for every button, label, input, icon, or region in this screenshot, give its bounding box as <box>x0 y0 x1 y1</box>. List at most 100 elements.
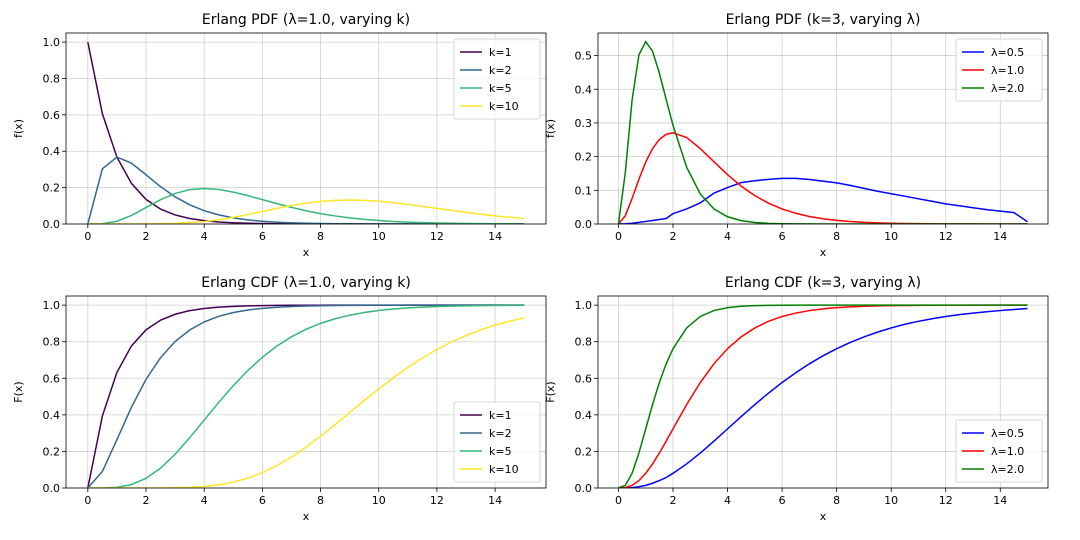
x-tick-label: 12 <box>939 230 953 243</box>
y-axis-label: f(x) <box>12 119 25 138</box>
y-tick-label: 0.8 <box>43 336 61 349</box>
panel-erlang-pdf-varying-lambda: 0 2 4 6 8 10 12 14 0.0 0.1 0.2 0.3 0.4 0.5 Erlang PDF … <box>544 12 1049 259</box>
legend-label: k=2 <box>489 64 512 77</box>
x-tick-label: 14 <box>488 494 502 507</box>
legend-box <box>955 38 1043 102</box>
series-line-0 <box>618 307 1028 488</box>
legend-label: k=5 <box>489 82 512 95</box>
legend-label: λ=0.5 <box>991 427 1024 440</box>
y-tick-label: 0.2 <box>575 445 593 458</box>
legend: λ=0.5 λ=1.0 λ=2.0 <box>955 38 1043 102</box>
x-tick-label: 0 <box>84 494 91 507</box>
y-tick-label: 0.4 <box>43 145 61 158</box>
x-tick-label: 10 <box>884 494 898 507</box>
x-tick-label: 4 <box>724 494 731 507</box>
legend: λ=0.5 λ=1.0 λ=2.0 <box>955 419 1043 483</box>
panel-erlang-cdf-varying-k: 0 2 4 6 8 10 12 14 0.0 0.2 0.4 0.6 0.8 1.0 Erlang CDF … <box>12 275 547 523</box>
legend-label: λ=0.5 <box>991 46 1024 59</box>
x-tick-label: 2 <box>143 230 150 243</box>
y-tick-label: 0.6 <box>43 372 61 385</box>
axes-frame <box>597 32 1049 225</box>
x-tick-label: 12 <box>430 230 444 243</box>
legend: k=1 k=2 k=5 k=10 <box>453 401 541 483</box>
legend-box <box>453 401 541 483</box>
series-line-0 <box>618 177 1028 224</box>
x-tick-label: 0 <box>615 494 622 507</box>
y-tick-label: 0.4 <box>43 409 61 422</box>
legend-label: λ=1.0 <box>991 445 1024 458</box>
x-tick-label: 6 <box>779 494 786 507</box>
panel-erlang-pdf-varying-k: 0 2 4 6 8 10 12 14 0.0 0.2 0.4 0.6 0.8 1.0 Erlang PDF … <box>12 12 547 259</box>
y-tick-label: 1.0 <box>43 36 61 49</box>
legend-label: λ=2.0 <box>991 463 1024 476</box>
y-tick-label: 1.0 <box>43 299 61 312</box>
legend-label: k=5 <box>489 445 512 458</box>
y-axis-label: F(x) <box>544 381 557 402</box>
legend-label: k=10 <box>489 100 519 113</box>
x-tick-label: 6 <box>779 230 786 243</box>
y-tick-label: 0.6 <box>43 109 61 122</box>
y-tick-label: 0.0 <box>43 482 61 495</box>
x-axis-label: x <box>303 510 310 523</box>
legend-label: λ=2.0 <box>991 82 1024 95</box>
y-tick-label: 0.0 <box>575 218 593 231</box>
x-axis-label: x <box>303 246 310 259</box>
y-axis-label: f(x) <box>544 119 557 138</box>
x-tick-label: 2 <box>670 494 677 507</box>
x-tick-label: 6 <box>259 494 266 507</box>
legend: k=1 k=2 k=5 k=10 <box>453 38 541 120</box>
chart-title: Erlang PDF (λ=1.0, varying k) <box>202 12 410 28</box>
y-tick-label: 0.2 <box>43 182 61 195</box>
x-tick-label: 10 <box>372 494 386 507</box>
y-tick-label: 0.8 <box>43 72 61 85</box>
y-tick-label: 0.5 <box>575 50 593 63</box>
series-line-2 <box>87 187 525 224</box>
x-tick-label: 14 <box>993 230 1007 243</box>
y-tick-label: 0.2 <box>575 151 593 164</box>
x-tick-label: 8 <box>833 230 840 243</box>
series-line-1 <box>87 304 525 488</box>
legend-label: λ=1.0 <box>991 64 1024 77</box>
x-tick-label: 2 <box>143 494 150 507</box>
chart-title: Erlang CDF (λ=1.0, varying k) <box>201 275 411 291</box>
x-tick-label: 8 <box>317 230 324 243</box>
series-line-2 <box>87 304 525 488</box>
x-axis-label: x <box>820 246 827 259</box>
x-tick-label: 10 <box>372 230 386 243</box>
legend-label: k=1 <box>489 46 512 59</box>
x-axis-label: x <box>820 510 827 523</box>
y-tick-label: 1.0 <box>575 299 593 312</box>
y-tick-label: 0.2 <box>43 445 61 458</box>
x-tick-label: 6 <box>259 230 266 243</box>
panel-erlang-cdf-varying-lambda: 0 2 4 6 8 10 12 14 0.0 0.2 0.4 0.6 0.8 1.0 Erlang CDF … <box>544 275 1049 523</box>
y-tick-label: 0.4 <box>575 83 593 96</box>
x-tick-label: 0 <box>615 230 622 243</box>
axes-frame <box>597 295 1049 489</box>
y-tick-label: 0.0 <box>43 218 61 231</box>
x-tick-label: 0 <box>84 230 91 243</box>
x-tick-label: 12 <box>939 494 953 507</box>
x-tick-label: 12 <box>430 494 444 507</box>
x-tick-label: 2 <box>670 230 677 243</box>
y-tick-label: 0.1 <box>575 184 593 197</box>
chart-title: Erlang CDF (k=3, varying λ) <box>725 275 921 291</box>
legend-box <box>453 38 541 120</box>
chart-title: Erlang PDF (k=3, varying λ) <box>726 12 921 28</box>
x-tick-label: 10 <box>884 230 898 243</box>
series-line-2 <box>618 304 1028 488</box>
legend-box <box>955 419 1043 483</box>
x-tick-label: 4 <box>724 230 731 243</box>
x-tick-label: 4 <box>201 494 208 507</box>
y-tick-label: 0.6 <box>575 372 593 385</box>
x-tick-label: 8 <box>317 494 324 507</box>
x-tick-label: 14 <box>993 494 1007 507</box>
legend-label: k=1 <box>489 409 512 422</box>
y-tick-label: 0.4 <box>575 409 593 422</box>
axes-frame <box>65 295 547 489</box>
x-tick-label: 4 <box>201 230 208 243</box>
y-axis-label: F(x) <box>12 381 25 402</box>
legend-label: k=10 <box>489 463 519 476</box>
y-tick-label: 0.0 <box>575 482 593 495</box>
axes-frame <box>65 32 547 225</box>
